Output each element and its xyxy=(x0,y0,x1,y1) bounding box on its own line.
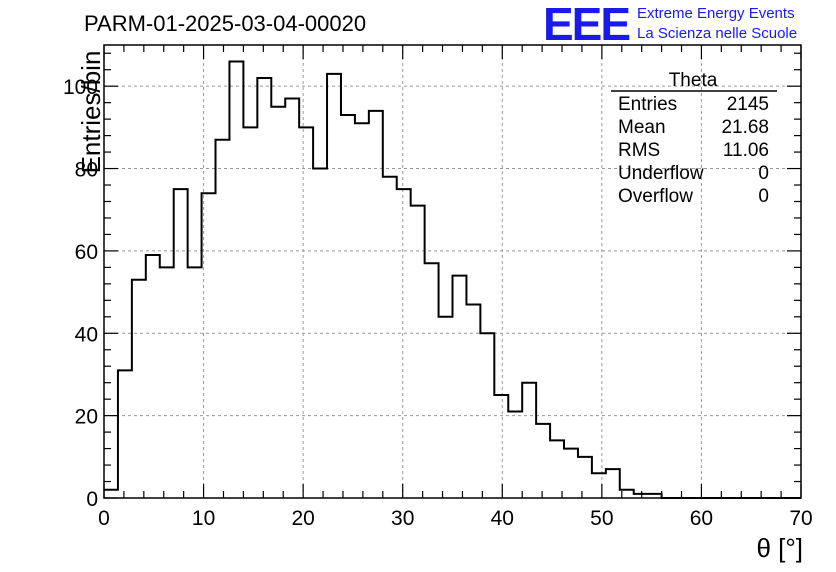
histogram-outline xyxy=(104,60,801,499)
stats-row-label: Mean xyxy=(618,117,666,138)
plot-frame xyxy=(103,44,802,499)
stats-row-value: 0 xyxy=(758,186,769,207)
x-tick-label: 20 xyxy=(291,507,314,530)
y-tick-label: 20 xyxy=(75,406,98,429)
stats-row-label: Overflow xyxy=(618,186,693,207)
stats-row-label: Entries xyxy=(618,94,677,115)
stats-box: Theta Entries 2145 Mean 21.68 RMS 11.06 Underf… xyxy=(611,70,777,207)
y-tick-labels: 0 20 40 60 80 100 xyxy=(63,76,98,511)
stats-row-value: 11.06 xyxy=(723,140,769,161)
x-tick-label: 70 xyxy=(789,507,812,530)
stats-row-value: 2145 xyxy=(727,94,769,115)
axis-ticks xyxy=(103,45,802,499)
logo-line-2: La Scienza nelle Scuole xyxy=(637,25,797,42)
x-tick-labels: 0 10 20 30 40 50 60 70 xyxy=(98,507,813,530)
y-tick-label: 60 xyxy=(75,241,98,264)
y-tick-label: 0 xyxy=(86,488,98,511)
x-tick-label: 30 xyxy=(391,507,414,530)
y-tick-label: 80 xyxy=(75,159,98,182)
chart-title: PARM-01-2025-03-04-00020 xyxy=(84,11,366,36)
logo-mark: EEE xyxy=(543,0,629,50)
stats-title: Theta xyxy=(669,70,718,91)
y-axis-label: Entries/bin xyxy=(76,51,106,174)
x-tick-label: 10 xyxy=(192,507,215,530)
y-tick-label: 40 xyxy=(75,323,98,346)
stats-row-label: RMS xyxy=(618,140,660,161)
stats-row-value: 21.68 xyxy=(721,117,769,138)
grid-lines xyxy=(104,45,801,498)
logo-line-1: Extreme Energy Events xyxy=(637,5,795,22)
stats-row-label: Underflow xyxy=(618,163,704,184)
x-tick-label: 60 xyxy=(690,507,713,530)
y-tick-label: 100 xyxy=(63,76,98,99)
x-tick-label: 0 xyxy=(98,507,110,530)
x-axis-label: θ [°] xyxy=(756,533,803,563)
x-tick-label: 50 xyxy=(590,507,613,530)
stats-rows: Entries 2145 Mean 21.68 RMS 11.06 Underflow 0 Ov… xyxy=(618,94,769,207)
stats-row-value: 0 xyxy=(758,163,769,184)
eee-logo: EEE Extreme Energy Events La Scienza nel… xyxy=(543,0,797,50)
x-tick-label: 40 xyxy=(491,507,514,530)
